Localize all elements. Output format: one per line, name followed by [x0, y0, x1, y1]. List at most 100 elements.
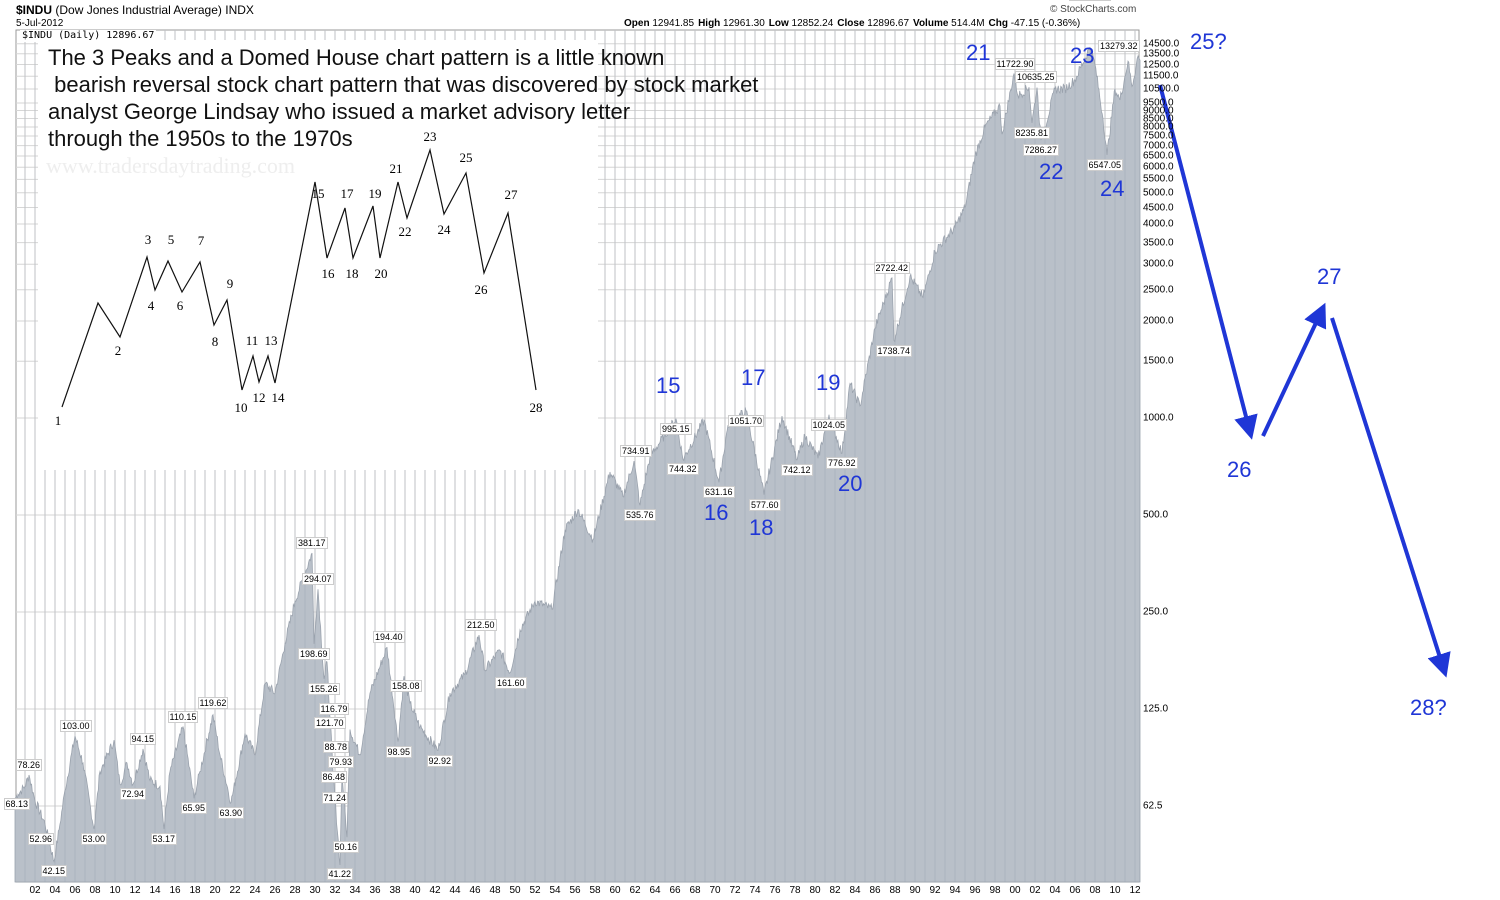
quote-key: Volume	[913, 18, 949, 29]
value-label: 10635.25	[1015, 71, 1057, 84]
quote-key: Close	[837, 18, 865, 29]
wave-label: 21	[966, 40, 991, 65]
value-label: 995.15	[660, 422, 692, 435]
value-label: 2722.42	[873, 261, 911, 274]
x-tick-label: 98	[989, 885, 1001, 896]
x-tick-label: 76	[769, 885, 781, 896]
x-tick-label: 84	[849, 885, 861, 896]
pattern-point-label: 6	[177, 298, 184, 313]
x-tick-label: 42	[429, 885, 441, 896]
x-tick-label: 06	[1069, 885, 1081, 896]
y-tick-label: 11500.0	[1143, 70, 1179, 82]
price-area	[14, 46, 1141, 883]
pattern-point-label: 24	[438, 222, 452, 237]
x-tick-label: 10	[1109, 885, 1121, 896]
x-tick-label: 38	[389, 885, 401, 896]
value-label: 88.78	[322, 740, 350, 753]
pattern-point-label: 8	[212, 334, 219, 349]
value-label: 155.26	[308, 682, 340, 695]
x-tick-label: 30	[309, 885, 321, 896]
value-label: 72.94	[119, 788, 147, 801]
value-label: 577.60	[749, 498, 781, 511]
value-label: 79.93	[327, 755, 355, 768]
pattern-point-label: 20	[375, 266, 388, 281]
value-label: 78.26	[15, 758, 43, 771]
pattern-point-label: 1	[55, 413, 62, 428]
x-tick-label: 50	[509, 885, 521, 896]
watermark: www.tradersdaytrading.com	[46, 153, 296, 178]
value-label: 631.16	[703, 486, 735, 499]
y-tick-label: 12500.0	[1143, 59, 1180, 71]
x-tick-label: 12	[129, 885, 141, 896]
value-label: 98.95	[385, 745, 413, 758]
x-tick-label: 78	[789, 885, 801, 896]
wave-label: 15	[656, 373, 681, 398]
quote-value: 12896.67	[864, 18, 910, 29]
x-tick-label: 96	[969, 885, 981, 896]
value-label: 1024.05	[810, 418, 848, 431]
x-tick-label: 32	[329, 885, 341, 896]
pattern-point-label: 3	[145, 232, 152, 247]
x-tick-label: 12	[1129, 885, 1141, 896]
x-tick-label: 72	[729, 885, 741, 896]
x-tick-label: 60	[609, 885, 621, 896]
quote-value: 12961.30	[720, 18, 765, 29]
pattern-inset	[38, 40, 598, 470]
x-tick-label: 64	[649, 885, 661, 896]
value-label: 71.24	[321, 791, 349, 804]
value-label: 294.07	[302, 573, 334, 586]
symbol: $INDU	[16, 3, 53, 17]
value-label: 6547.05	[1086, 159, 1124, 172]
wave-label: 20	[838, 471, 863, 496]
x-tick-label: 94	[949, 885, 961, 896]
projection-arrow	[1261, 302, 1327, 437]
y-tick-label: 2500.0	[1143, 284, 1174, 296]
wave-label: 23	[1070, 43, 1095, 68]
x-tick-label: 58	[589, 885, 601, 896]
x-tick-label: 26	[269, 885, 281, 896]
x-tick-label: 80	[809, 885, 821, 896]
x-tick-label: 00	[1009, 885, 1021, 896]
y-tick-label: 4500.0	[1143, 202, 1174, 214]
wave-label: 27	[1317, 264, 1342, 289]
value-label: 161.60	[495, 677, 527, 690]
value-label: 110.15	[167, 710, 199, 723]
value-label: 41.22	[326, 868, 354, 881]
wave-label: 24	[1100, 176, 1125, 201]
y-tick-label: 500.0	[1143, 509, 1169, 521]
y-tick-label: 1500.0	[1143, 355, 1174, 367]
y-tick-label: 8500.0	[1143, 113, 1174, 125]
y-tick-label: 6000.0	[1143, 161, 1174, 173]
chart-legend: $INDU (Daily) 12896.67	[20, 30, 157, 42]
x-tick-label: 66	[669, 885, 681, 896]
value-label: 13279.32	[1098, 40, 1140, 53]
pattern-point-label: 14	[272, 390, 286, 405]
y-tick-label: 3000.0	[1143, 258, 1174, 270]
chart-date: 5-Jul-2012	[16, 18, 64, 29]
exchange: INDX	[225, 3, 254, 17]
quote-key: Low	[768, 18, 789, 29]
y-tick-label: 13500.0	[1143, 48, 1180, 60]
y-tick-label: 5000.0	[1143, 187, 1174, 199]
y-tick-label: 4000.0	[1143, 218, 1174, 230]
y-tick-label: 6500.0	[1143, 150, 1174, 162]
value-label: 742.12	[781, 463, 813, 476]
copyright: © StockCharts.com	[1050, 4, 1137, 15]
quote-key: Chg	[988, 18, 1008, 29]
quote-key: High	[698, 18, 721, 29]
value-label: 92.92	[426, 754, 454, 767]
chart-symbol-title: $INDU (Dow Jones Industrial Average) IND…	[16, 3, 254, 17]
value-label: 776.92	[826, 457, 858, 470]
x-tick-label: 54	[549, 885, 561, 896]
value-label: 11722.90	[994, 57, 1036, 70]
y-tick-label: 9500.0	[1143, 97, 1174, 109]
y-tick-label: 5500.0	[1143, 173, 1174, 185]
x-tick-label: 08	[89, 885, 101, 896]
pattern-point-label: 12	[253, 390, 266, 405]
value-label: 14164.53	[1069, 0, 1111, 2]
value-label: 42.15	[40, 865, 68, 878]
wave-label: 17	[741, 365, 766, 390]
value-label: 198.69	[298, 648, 330, 661]
pattern-point-label: 21	[390, 161, 403, 176]
y-tick-label: 125.0	[1143, 703, 1169, 715]
